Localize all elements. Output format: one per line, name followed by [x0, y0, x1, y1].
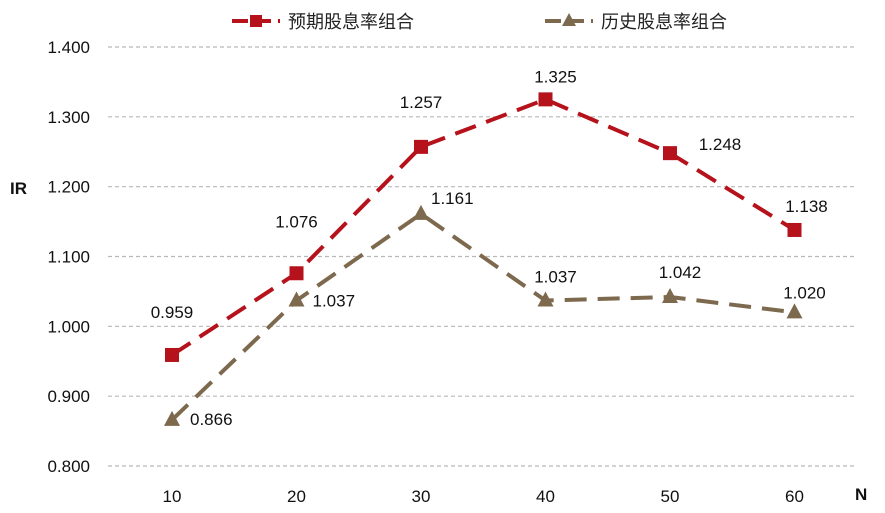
data-point	[537, 291, 554, 307]
legend: 预期股息率组合 历史股息率组合	[232, 12, 727, 33]
series-1: 0.959 1.076 1.257 1.325 1.248 1.138	[151, 67, 828, 362]
legend-item: 预期股息率组合	[232, 12, 414, 33]
y-axis-ticks: 0.800 0.900 1.000 1.100 1.200 1.300 1.400	[47, 38, 90, 476]
x-axis-ticks: 10 20 30 40 50 60	[163, 487, 804, 506]
data-point	[288, 291, 305, 307]
x-tick-label: 50	[661, 487, 680, 506]
data-label: 1.325	[534, 67, 577, 86]
data-point	[662, 288, 678, 304]
x-tick-label: 60	[785, 487, 804, 506]
y-tick-label: 1.200	[47, 178, 90, 197]
data-label: 0.866	[190, 410, 233, 429]
data-point	[414, 139, 428, 154]
data-label: 1.037	[534, 267, 577, 286]
y-axis-title: IR	[10, 179, 27, 198]
data-point	[663, 146, 677, 161]
y-tick-label: 1.100	[47, 248, 90, 267]
data-label: 1.076	[275, 212, 318, 231]
series-2: 0.866 1.037 1.161 1.037 1.042 1.020	[164, 189, 826, 429]
y-tick-label: 0.900	[47, 387, 90, 406]
data-label: 1.138	[785, 197, 828, 216]
series-line	[170, 211, 795, 422]
data-point	[165, 347, 179, 362]
x-tick-label: 20	[287, 487, 306, 506]
x-tick-label: 30	[412, 487, 431, 506]
legend-item: 历史股息率组合	[545, 12, 727, 33]
y-tick-label: 1.000	[47, 317, 90, 336]
y-tick-label: 0.800	[47, 457, 90, 476]
data-point	[289, 266, 304, 281]
x-tick-label: 10	[163, 487, 182, 506]
legend-marker	[250, 15, 262, 27]
x-axis-title: N	[855, 485, 867, 504]
data-label: 1.248	[699, 135, 742, 154]
data-label: 1.042	[659, 263, 702, 282]
data-point	[786, 303, 803, 319]
y-tick-label: 1.400	[47, 38, 90, 57]
data-label: 1.161	[431, 189, 474, 208]
data-point	[164, 410, 180, 426]
legend-label: 历史股息率组合	[601, 12, 727, 33]
data-label: 1.037	[313, 291, 356, 310]
y-tick-label: 1.300	[47, 108, 90, 127]
data-label: 1.020	[783, 283, 826, 302]
series-layer: 0.959 1.076 1.257 1.325 1.248 1.138 0.866 1.037…	[151, 67, 828, 429]
legend-marker	[562, 13, 576, 26]
data-point	[538, 92, 553, 107]
x-tick-label: 40	[536, 487, 555, 506]
data-point	[413, 204, 429, 220]
legend-label: 预期股息率组合	[288, 12, 414, 33]
data-label: 1.257	[400, 93, 443, 112]
data-label: 0.959	[151, 303, 194, 322]
data-point	[787, 222, 802, 237]
